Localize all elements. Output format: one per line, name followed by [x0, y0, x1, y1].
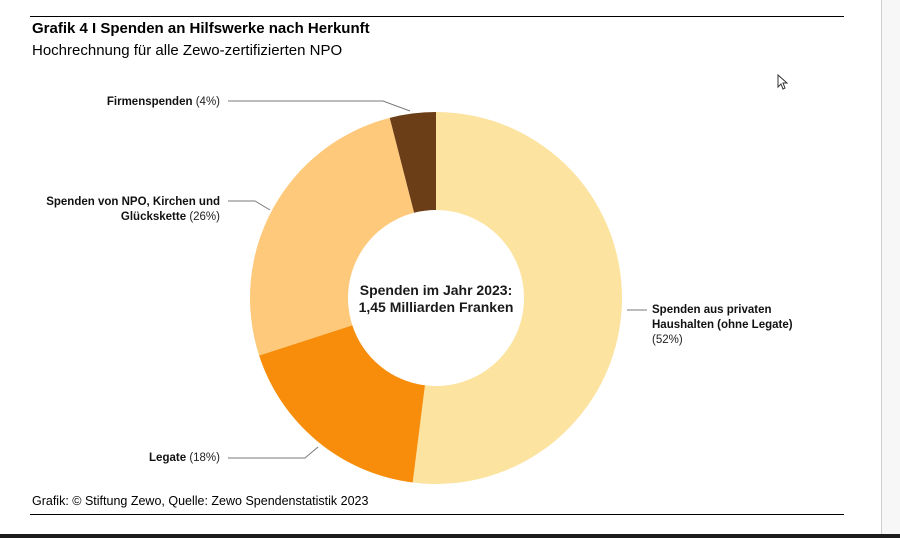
source-note: Grafik: © Stiftung Zewo, Quelle: Zewo Sp…: [32, 494, 369, 508]
slice-value-label: (4%): [195, 96, 220, 108]
bottom-rule: [30, 514, 844, 515]
mouse-cursor-icon: [777, 74, 789, 90]
chart-title: Grafik 4 I Spenden an Hilfswerke nach He…: [32, 20, 370, 37]
donut-slice-3: [389, 112, 436, 213]
leader-line-3: [228, 100, 411, 112]
window-edge: [881, 0, 900, 538]
slice-value-label: (26%): [189, 211, 220, 223]
slice-value-label: (18%): [189, 452, 220, 464]
leader-line-2: [228, 200, 271, 211]
leader-line-1: [228, 446, 319, 459]
slice-name-line: Spenden aus privaten: [652, 304, 772, 316]
slice-label-private-households: Spenden aus privaten Haushalten (ohne Le…: [652, 303, 793, 348]
donut-center-label: Spenden im Jahr 2023: 1,45 Milliarden Fr…: [336, 282, 536, 316]
slice-label-legate: Legate (18%): [100, 451, 220, 466]
chart-subtitle: Hochrechnung für alle Zewo-zertifizierte…: [32, 42, 343, 59]
center-label-line-1: Spenden im Jahr 2023:: [359, 282, 513, 298]
slice-name-line: Spenden von NPO, Kirchen und: [46, 196, 220, 208]
slice-value-label: (52%): [652, 334, 683, 346]
slice-name-line: Haushalten (ohne Legate): [652, 319, 793, 331]
slice-name-line: Firmenspenden: [106, 96, 193, 108]
window-bottom-edge: [0, 534, 900, 538]
top-rule: [30, 16, 844, 17]
donut-slice-2: [249, 117, 415, 356]
leader-lines: [228, 100, 647, 459]
center-label-line-2: 1,45 Milliarden Franken: [358, 299, 514, 315]
slice-label-firmenspenden: Firmenspenden (4%): [60, 95, 220, 110]
donut-slice-1: [259, 325, 425, 483]
slice-name-line: Glückskette: [120, 211, 187, 223]
donut-slices: [249, 112, 622, 484]
slice-label-npo-kirchen: Spenden von NPO, Kirchen und Glückskette…: [20, 195, 220, 225]
slice-name-line: Legate: [149, 452, 187, 464]
donut-slice-0: [412, 112, 622, 484]
